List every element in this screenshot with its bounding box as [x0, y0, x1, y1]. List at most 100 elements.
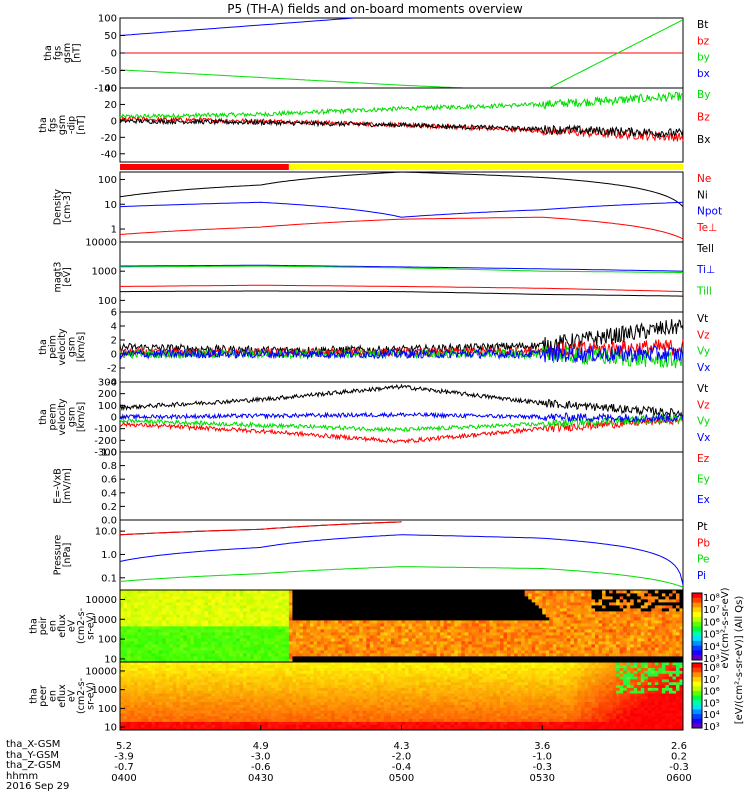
spectrogram-cell: [193, 599, 198, 603]
spectrogram-cell: [605, 632, 610, 636]
spectrogram-cell: [587, 641, 592, 645]
spectrogram-cell: [250, 670, 255, 674]
spectrogram-cell: [165, 596, 170, 600]
spectrogram-cell: [229, 662, 233, 666]
spectrogram-cell: [183, 644, 188, 648]
spectrogram-cell: [447, 608, 452, 612]
spectrogram-cell: [197, 696, 202, 700]
spectrogram-cell: [211, 698, 216, 703]
spectrogram-cell: [341, 596, 346, 600]
spectrogram-cell: [387, 608, 392, 612]
spectrogram-cell: [134, 679, 138, 683]
spectrogram-cell: [239, 698, 244, 703]
spectrogram-cell: [584, 626, 589, 630]
spectrogram-cell: [169, 673, 174, 677]
spectrogram-cell: [151, 641, 156, 645]
spectrogram-cell: [250, 662, 255, 666]
spectrogram-cell: [637, 629, 642, 633]
spectrogram-cell: [503, 650, 508, 654]
spectrogram-cell: [155, 715, 160, 720]
spectrogram-cell: [345, 626, 350, 630]
spectrogram-cell: [141, 687, 146, 691]
spectrogram-cell: [246, 647, 251, 651]
spectrogram-cell: [521, 632, 526, 636]
spectrogram-cell: [327, 650, 332, 654]
spectrogram-cell: [637, 626, 642, 630]
spectrogram-cell: [510, 659, 515, 663]
spectrogram-cell: [313, 638, 318, 642]
spectrogram-cell: [387, 653, 392, 657]
spectrogram-cell: [517, 617, 522, 621]
spectrogram-cell: [222, 635, 226, 639]
spectrogram-cell: [654, 611, 659, 615]
spectrogram-cell: [566, 605, 571, 609]
spectrogram-cell: [162, 693, 167, 697]
spectrogram-cell: [302, 641, 307, 645]
spectrogram-cell: [383, 656, 388, 660]
spectrogram-cell: [137, 713, 142, 717]
spectrogram-cell: [387, 638, 392, 642]
spectrogram-cell: [176, 679, 181, 683]
spectrogram-cell: [120, 614, 124, 618]
spectrogram-cell: [450, 599, 455, 603]
spectrogram-cell: [524, 611, 529, 615]
spectrogram-cell: [345, 608, 350, 612]
spectrogram-cell: [672, 659, 677, 663]
spectrogram-cell: [271, 653, 276, 657]
spectrogram-cell: [359, 617, 364, 621]
spectrogram-cell: [355, 659, 360, 663]
spectrogram-cell: [222, 713, 226, 717]
spectrogram-cell: [644, 620, 649, 624]
spectrogram-cell: [155, 602, 160, 606]
spectrogram-cell: [376, 638, 381, 642]
spectrogram-cell: [295, 653, 300, 657]
spectrogram-cell: [137, 638, 142, 642]
spectrogram-cell: [397, 653, 402, 657]
spectrogram-cell: [310, 620, 314, 624]
spectrogram-cell: [616, 653, 621, 657]
spectrogram-cell: [436, 623, 441, 627]
spectrogram-cell: [239, 690, 244, 694]
spectrogram-cell: [355, 653, 360, 657]
spectrogram-cell: [348, 605, 353, 609]
spectrogram-cell: [183, 698, 188, 703]
spectrogram-cell: [120, 715, 124, 720]
spectrogram-cell: [362, 620, 367, 624]
ylabel-peir_spec-2: en: [48, 620, 59, 632]
spectrogram-cell: [123, 638, 128, 642]
spectrogram-cell: [232, 614, 237, 618]
spectrogram-cell: [345, 653, 350, 657]
spectrogram-cell: [626, 593, 631, 597]
spectrogram-cell: [200, 629, 205, 633]
spectrogram-cell: [447, 614, 452, 618]
spectrogram-cell: [408, 638, 413, 642]
spectrogram-cell: [155, 662, 160, 666]
spectrogram-cell: [123, 670, 128, 674]
spectrogram-cell: [401, 623, 406, 627]
spectrogram-cell: [503, 647, 508, 651]
spectrogram-cell: [500, 593, 504, 597]
spectrogram-cell: [257, 715, 262, 720]
spectrogram-cell: [538, 632, 543, 636]
spectrogram-cell: [517, 608, 522, 612]
spectrogram-cell: [246, 698, 251, 703]
spectrogram-cell: [478, 647, 483, 651]
spectrogram-cell: [605, 590, 610, 594]
spectrogram-cell: [218, 623, 223, 627]
spectrogram-cell: [345, 629, 350, 633]
spectrogram-cell: [155, 647, 160, 651]
spectrogram-cell: [141, 701, 146, 705]
ytick-label-fgs_full-0: 100: [98, 14, 117, 25]
spectrogram-cell: [619, 632, 624, 636]
spectrogram-cell: [246, 632, 251, 636]
spectrogram-cell: [302, 626, 307, 630]
spectrogram-cell: [612, 620, 617, 624]
spectrogram-cell: [183, 590, 188, 594]
spectrogram-cell: [127, 635, 131, 639]
spectrogram-cell: [524, 632, 529, 636]
spectrogram-cell: [232, 718, 237, 722]
spectrogram-cell: [243, 644, 248, 648]
spectrogram-cell: [144, 599, 149, 603]
spectrogram-cell: [496, 635, 501, 639]
spectrogram-cell: [436, 602, 441, 606]
